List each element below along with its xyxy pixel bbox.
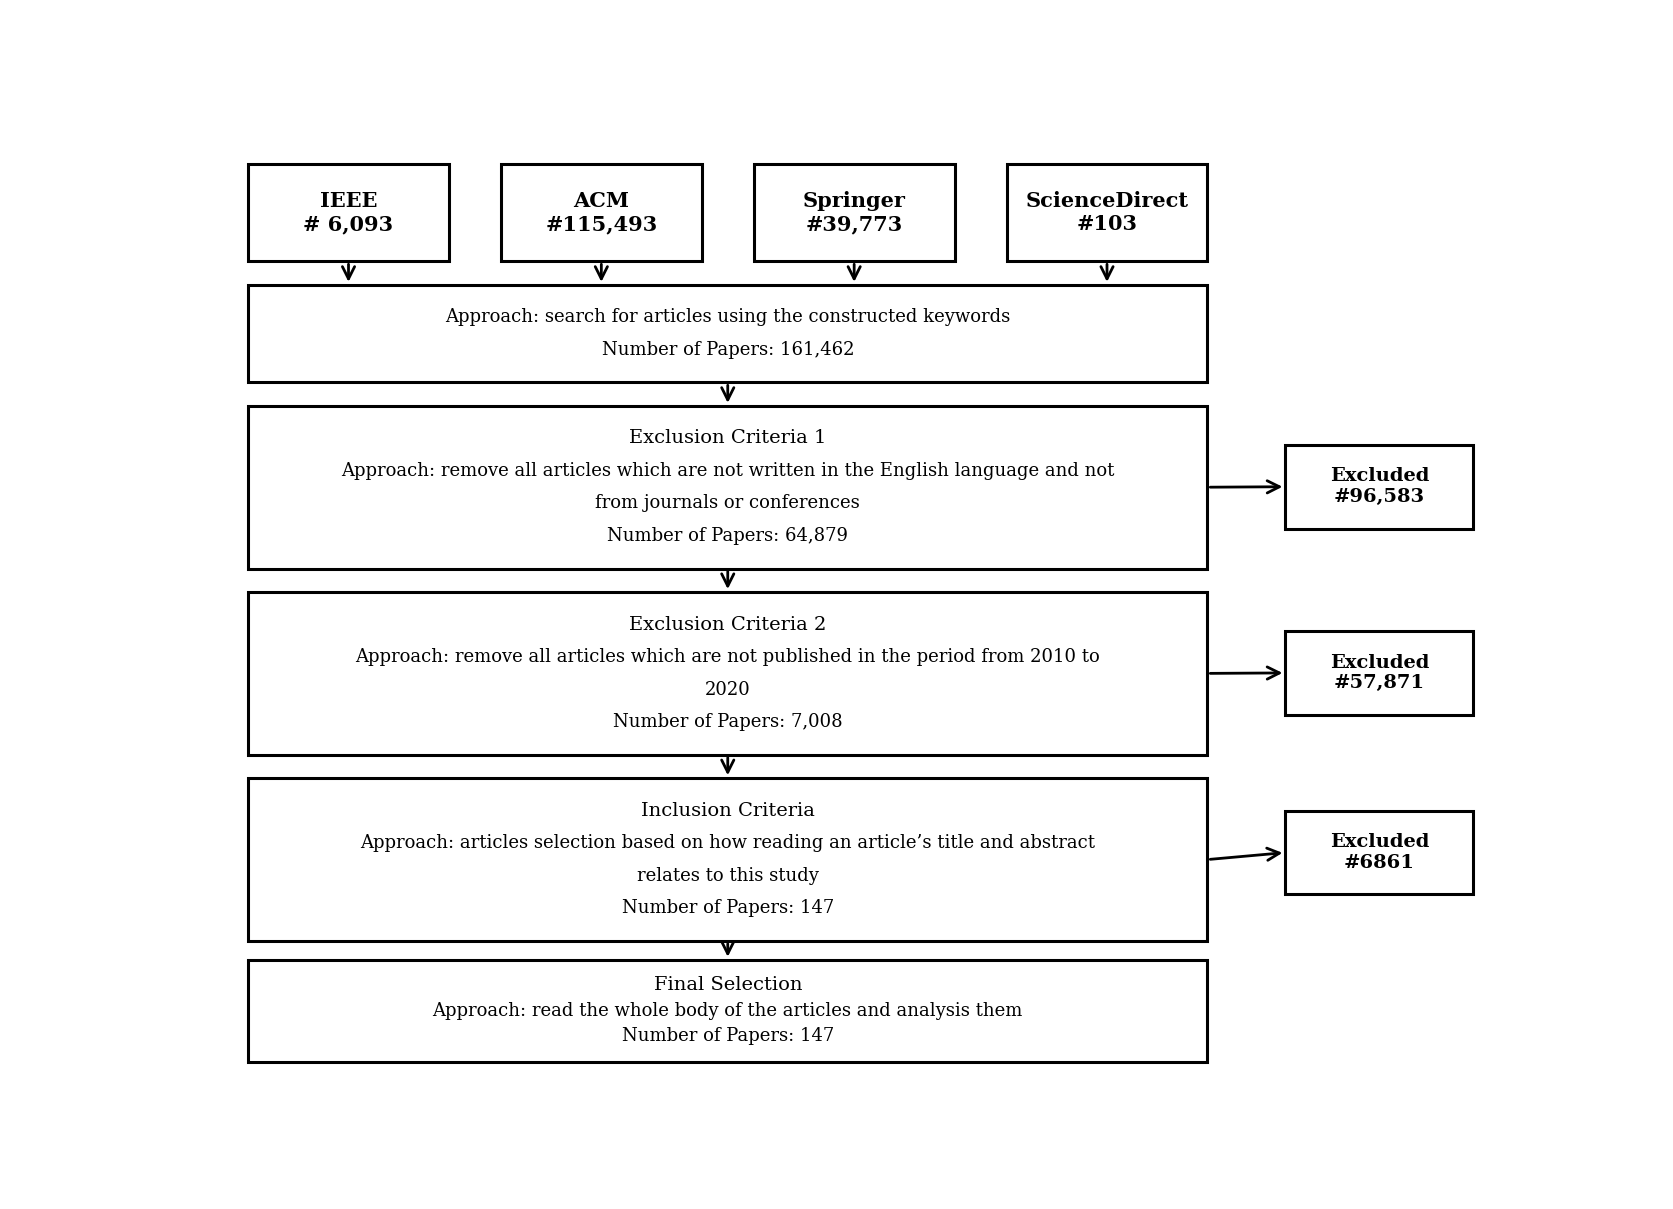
Text: relates to this study: relates to this study [637, 867, 818, 885]
Text: Exclusion Criteria 1: Exclusion Criteria 1 [629, 429, 826, 447]
FancyBboxPatch shape [1285, 445, 1474, 528]
Text: from journals or conferences: from journals or conferences [596, 494, 860, 513]
Text: Inclusion Criteria: Inclusion Criteria [641, 802, 815, 820]
Text: Approach: articles selection based on how reading an article’s title and abstrac: Approach: articles selection based on ho… [360, 834, 1096, 852]
Text: Excluded
#57,871: Excluded #57,871 [1330, 654, 1429, 693]
Text: 2020: 2020 [704, 681, 751, 699]
FancyBboxPatch shape [248, 163, 448, 261]
Text: ScienceDirect
#103: ScienceDirect #103 [1026, 191, 1188, 235]
Text: Approach: read the whole body of the articles and analysis them: Approach: read the whole body of the art… [433, 1002, 1022, 1020]
Text: Approach: search for articles using the constructed keywords: Approach: search for articles using the … [445, 308, 1010, 326]
Text: Exclusion Criteria 2: Exclusion Criteria 2 [629, 615, 826, 634]
Text: ACM
#115,493: ACM #115,493 [545, 191, 657, 235]
Text: Number of Papers: 147: Number of Papers: 147 [622, 1028, 833, 1046]
FancyBboxPatch shape [1285, 631, 1474, 715]
FancyBboxPatch shape [500, 163, 701, 261]
FancyBboxPatch shape [248, 284, 1208, 382]
Text: Excluded
#6861: Excluded #6861 [1330, 833, 1429, 872]
Text: Number of Papers: 7,008: Number of Papers: 7,008 [612, 713, 843, 731]
Text: Number of Papers: 64,879: Number of Papers: 64,879 [607, 527, 848, 545]
FancyBboxPatch shape [248, 779, 1208, 941]
Text: Number of Papers: 161,462: Number of Papers: 161,462 [602, 341, 853, 359]
Text: Approach: remove all articles which are not written in the English language and : Approach: remove all articles which are … [341, 462, 1114, 480]
Text: Excluded
#96,583: Excluded #96,583 [1330, 468, 1429, 507]
FancyBboxPatch shape [1285, 811, 1474, 895]
Text: IEEE
# 6,093: IEEE # 6,093 [303, 191, 393, 235]
FancyBboxPatch shape [753, 163, 955, 261]
FancyBboxPatch shape [248, 960, 1208, 1062]
Text: Springer
#39,773: Springer #39,773 [803, 191, 905, 235]
FancyBboxPatch shape [248, 406, 1208, 568]
FancyBboxPatch shape [248, 592, 1208, 754]
Text: Number of Papers: 147: Number of Papers: 147 [622, 899, 833, 918]
Text: Final Selection: Final Selection [654, 976, 801, 994]
FancyBboxPatch shape [1007, 163, 1208, 261]
Text: Approach: remove all articles which are not published in the period from 2010 to: Approach: remove all articles which are … [355, 648, 1101, 666]
